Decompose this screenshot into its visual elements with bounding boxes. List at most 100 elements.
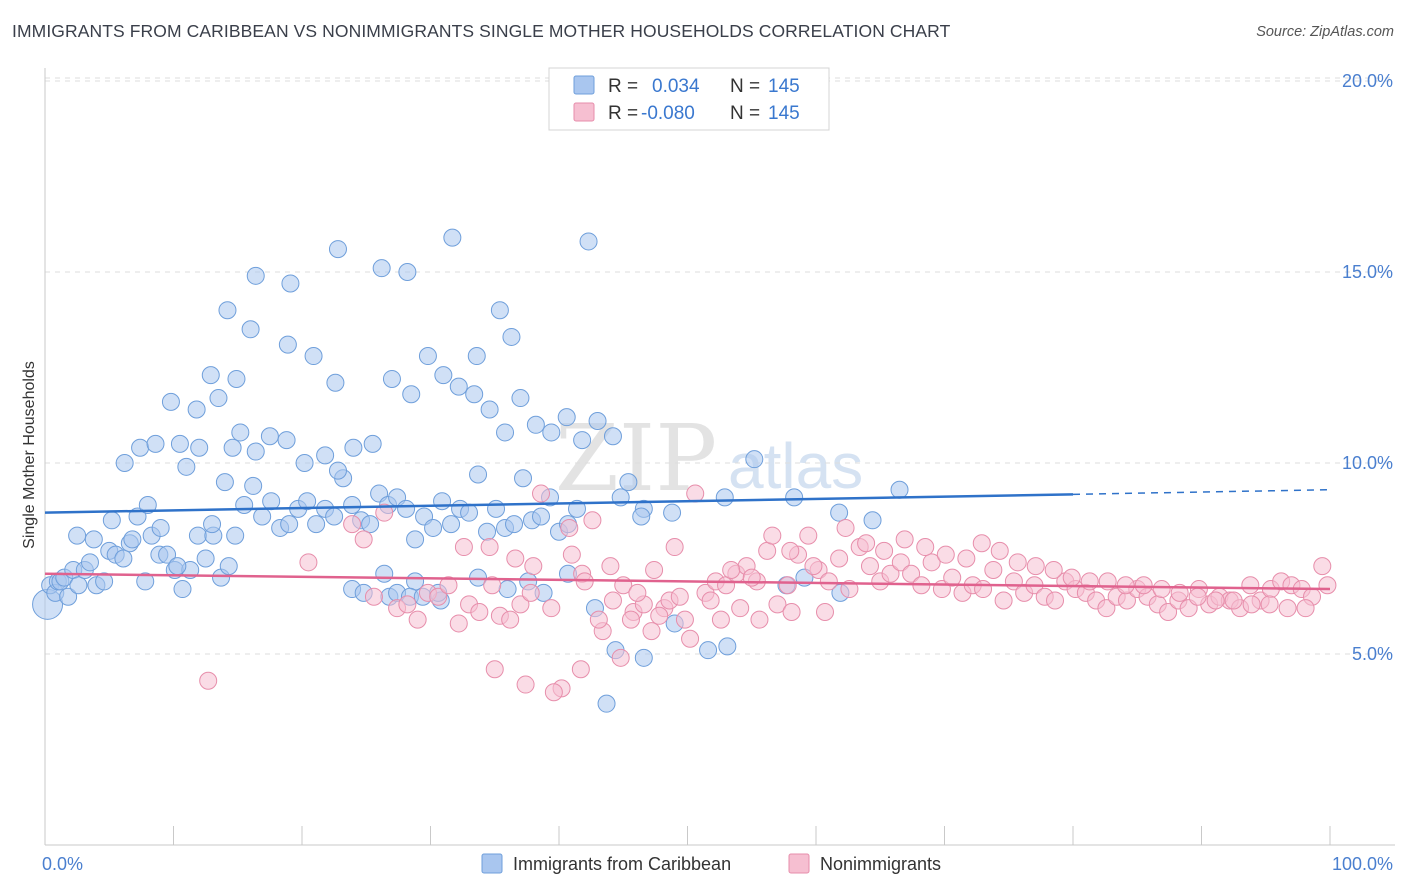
data-point: [524, 557, 543, 576]
data-point: [645, 560, 664, 579]
data-point: [542, 599, 561, 618]
data-point: [830, 549, 849, 568]
data-point: [1260, 595, 1279, 614]
data-point: [277, 431, 296, 450]
data-point: [1062, 568, 1081, 587]
data-point: [532, 484, 551, 503]
data-point: [521, 583, 540, 602]
data-point: [485, 660, 504, 679]
data-point: [972, 534, 991, 553]
data-point: [227, 369, 246, 388]
data-point: [298, 492, 317, 511]
data-point: [642, 622, 661, 641]
data-point: [299, 553, 318, 572]
data-point: [478, 522, 497, 541]
legend-r-label-blue: R =: [608, 76, 638, 97]
legend-r-value-blue: 0.034: [652, 76, 700, 97]
data-point: [681, 629, 700, 648]
data-point: [544, 683, 563, 702]
legend-r-value-pink: -0.080: [641, 103, 695, 124]
data-point: [280, 515, 299, 534]
tick-labels: 5.0% 10.0% 15.0% 20.0% 0.0% 100.0%: [42, 71, 1393, 874]
data-point: [136, 572, 155, 591]
y-tick-label: 15.0%: [1342, 262, 1393, 282]
data-point: [59, 587, 78, 606]
data-point: [138, 496, 157, 515]
data-point: [974, 580, 993, 599]
data-point: [611, 648, 630, 667]
data-point: [363, 434, 382, 453]
data-point: [511, 389, 530, 408]
data-point: [502, 327, 521, 346]
data-point: [881, 564, 900, 583]
data-point: [434, 366, 453, 385]
data-point: [579, 232, 598, 251]
data-point: [343, 515, 362, 534]
data-point: [325, 507, 344, 526]
data-point: [398, 595, 417, 614]
data-point: [731, 599, 750, 618]
data-point: [516, 675, 535, 694]
data-point: [557, 408, 576, 427]
data-point: [857, 534, 876, 553]
data-point: [449, 377, 468, 396]
data-point: [449, 614, 468, 633]
data-point: [170, 434, 189, 453]
data-point: [571, 660, 590, 679]
data-point: [665, 538, 684, 557]
legend-bottom-label-blue: Immigrants from Caribbean: [513, 854, 731, 874]
data-point: [490, 301, 509, 320]
data-point: [895, 530, 914, 549]
data-point: [686, 484, 705, 503]
y-tick-label: 20.0%: [1342, 71, 1393, 91]
data-point: [219, 557, 238, 576]
data-point: [1026, 557, 1045, 576]
data-point: [68, 526, 87, 545]
data-point: [418, 347, 437, 366]
data-point: [601, 557, 620, 576]
data-point: [480, 538, 499, 557]
data-point: [1008, 553, 1027, 572]
data-point: [663, 503, 682, 522]
data-point: [123, 530, 142, 549]
data-point: [815, 602, 834, 621]
data-point: [994, 591, 1013, 610]
data-point: [102, 511, 121, 530]
data-point: [532, 507, 551, 526]
data-point: [526, 415, 545, 434]
data-point: [632, 507, 651, 526]
chart-title: IMMIGRANTS FROM CARIBBEAN VS NONIMMIGRAN…: [12, 21, 951, 41]
data-point: [487, 499, 506, 518]
data-point: [203, 515, 222, 534]
data-point: [467, 347, 486, 366]
x-tick-label: 100.0%: [1332, 854, 1393, 874]
x-tick-label: 0.0%: [42, 854, 83, 874]
data-point: [470, 602, 489, 621]
data-point: [1044, 560, 1063, 579]
data-point: [1296, 599, 1315, 618]
data-point: [634, 648, 653, 667]
data-point: [1242, 595, 1261, 614]
data-point: [785, 488, 804, 507]
data-point: [188, 526, 207, 545]
data-point: [621, 610, 640, 629]
y-tick-label: 10.0%: [1342, 453, 1393, 473]
data-point: [763, 526, 782, 545]
data-point: [745, 450, 764, 469]
data-point: [199, 671, 218, 690]
data-point: [1159, 602, 1178, 621]
data-point: [588, 411, 607, 430]
data-point: [496, 423, 515, 442]
data-point: [443, 228, 462, 247]
legend-n-value-blue: 145: [768, 76, 800, 97]
data-point: [326, 373, 345, 392]
data-point: [442, 515, 461, 534]
data-point: [542, 423, 561, 442]
data-point: [628, 583, 647, 602]
data-point: [782, 602, 801, 621]
data-point: [80, 553, 99, 572]
data-point: [675, 610, 694, 629]
data-point: [701, 591, 720, 610]
data-point: [173, 580, 192, 599]
